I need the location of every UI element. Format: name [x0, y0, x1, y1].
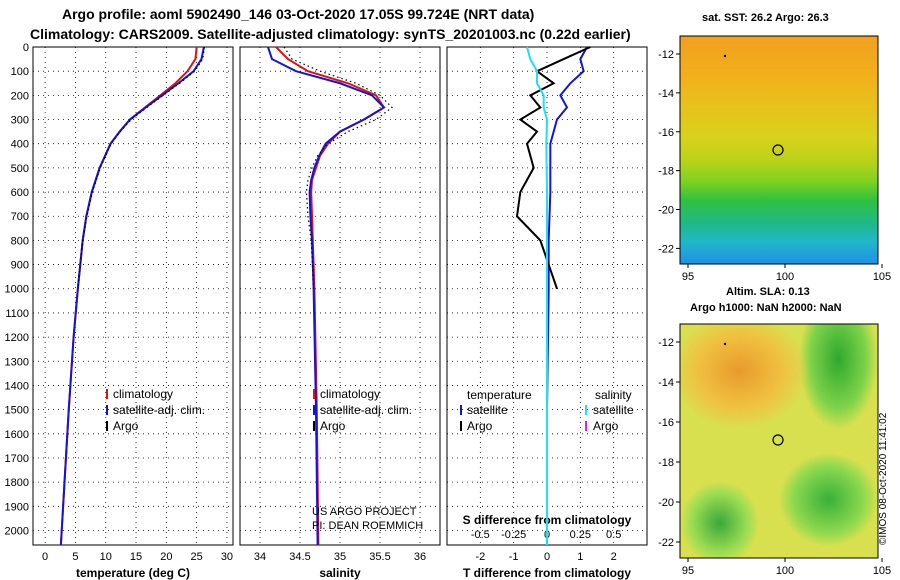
- map-frame: [679, 35, 879, 265]
- depth-tick-label: 1600: [5, 429, 29, 441]
- island-dot: [723, 342, 727, 346]
- lat-tick-label: -18: [658, 166, 674, 178]
- x-axis-label: T difference from climatology: [463, 566, 631, 580]
- x-tick-label: 15: [130, 551, 142, 563]
- x-tick-label: 36: [414, 551, 426, 563]
- s-tick-label: -0.25: [501, 529, 526, 541]
- legend-label: Argo: [467, 419, 493, 433]
- legend-label: Argo: [593, 419, 619, 433]
- legend-label: satellite-adj. clim.: [320, 403, 412, 417]
- depth-tick-label: 500: [11, 163, 29, 175]
- legend-label: climatology: [113, 387, 173, 401]
- title-line-2: Climatology: CARS2009. Satellite-adjuste…: [30, 26, 631, 42]
- legend-label: Argo: [113, 419, 139, 433]
- s-tick-label: 0.5: [606, 529, 621, 541]
- pi-annotation: US ARGO PROJECT: [312, 506, 417, 518]
- depth-tick-label: 400: [11, 139, 29, 151]
- x-tick-label: 0: [544, 551, 550, 563]
- x-tick-label: 34.5: [289, 551, 310, 563]
- height-map-title: Argo h1000: NaN h2000: NaN: [690, 302, 842, 314]
- depth-tick-label: 600: [11, 187, 29, 199]
- depth-tick-label: 2000: [5, 525, 29, 537]
- x-tick-label: 25: [191, 551, 203, 563]
- pi-annotation: PI: DEAN ROEMMICH: [312, 520, 423, 532]
- series-line-s-satellite: [526, 46, 549, 545]
- depth-tick-label: 200: [11, 90, 29, 102]
- legend-label: satellite-adj. clim.: [113, 403, 205, 417]
- x-tick-label: 35: [334, 551, 346, 563]
- x-tick-label: 2: [611, 551, 617, 563]
- series-line-satellite-adj-clim-: [267, 46, 386, 546]
- x-axis-label: temperature (deg C): [76, 566, 190, 580]
- lon-tick-label: 100: [776, 271, 794, 283]
- x-tick-label: -1: [509, 551, 519, 563]
- lat-tick-label: -12: [658, 337, 674, 349]
- depth-tick-label: 1000: [5, 284, 29, 296]
- depth-tick-label: 900: [11, 260, 29, 272]
- lat-tick-label: -14: [658, 377, 674, 389]
- lon-tick-label: 95: [682, 271, 694, 283]
- depth-tick-label: 1700: [5, 453, 29, 465]
- depth-tick-label: 800: [11, 235, 29, 247]
- float-position-marker: [772, 144, 784, 156]
- depth-tick-label: 1300: [5, 356, 29, 368]
- depth-tick-label: 1900: [5, 501, 29, 513]
- x-tick-label: 35.5: [369, 551, 390, 563]
- lon-tick-label: 105: [873, 565, 891, 577]
- lon-tick-label: 105: [873, 271, 891, 283]
- depth-tick-label: 1100: [5, 308, 29, 320]
- s-tick-label: 0.25: [570, 529, 591, 541]
- s-tick-label: -0.5: [471, 529, 490, 541]
- x-tick-label: 30: [221, 551, 233, 563]
- x-tick-label: 34: [254, 551, 266, 563]
- lat-tick-label: -16: [658, 127, 674, 139]
- legend-title-salinity: salinity: [595, 388, 632, 402]
- lat-tick-label: -20: [658, 497, 674, 509]
- series-line-t-satellite: [546, 46, 588, 545]
- island-dot: [723, 54, 727, 58]
- legend-label: satellite: [593, 403, 634, 417]
- depth-tick-label: 1200: [5, 332, 29, 344]
- lon-tick-label: 100: [776, 565, 794, 577]
- x-tick-label: 1: [577, 551, 583, 563]
- depth-tick-label: 700: [11, 211, 29, 223]
- series-line-t-argo: [515, 46, 591, 290]
- map-frame: [679, 323, 879, 559]
- depth-tick-label: 1400: [5, 380, 29, 392]
- legend-title-temperature: temperature: [467, 388, 532, 402]
- depth-tick-label: 100: [11, 66, 29, 78]
- title-line-1: Argo profile: aoml 5902490_146 03-Oct-20…: [62, 6, 535, 22]
- x-tick-label: 10: [100, 551, 112, 563]
- depth-tick-label: 300: [11, 115, 29, 127]
- lat-tick-label: -22: [658, 243, 674, 255]
- sla-map: [680, 324, 878, 558]
- sst-map: [680, 36, 878, 264]
- x-tick-label: 5: [72, 551, 78, 563]
- lat-tick-label: -16: [658, 417, 674, 429]
- lat-tick-label: -20: [658, 205, 674, 217]
- lat-tick-label: -18: [658, 457, 674, 469]
- x-tick-label: -2: [475, 551, 485, 563]
- series-line-satellite-adj-clim-: [59, 46, 205, 546]
- legend-label: satellite: [467, 403, 508, 417]
- depth-tick-label: 1500: [5, 405, 29, 417]
- depth-tick-label: 1800: [5, 477, 29, 489]
- sla-map-title: Altim. SLA: 0.13: [726, 286, 810, 298]
- lat-tick-label: -22: [658, 537, 674, 549]
- lat-tick-label: -14: [658, 88, 674, 100]
- x-axis-label: salinity: [319, 566, 361, 580]
- lon-tick-label: 95: [682, 565, 694, 577]
- sst-map-title: sat. SST: 26.2 Argo: 26.3: [702, 12, 829, 24]
- depth-tick-label: 0: [23, 42, 29, 54]
- series-line-argo: [283, 46, 393, 289]
- x-tick-label: 0: [42, 551, 48, 563]
- float-position-marker: [772, 434, 784, 446]
- legend-label: climatology: [320, 387, 380, 401]
- lat-tick-label: -12: [658, 49, 674, 61]
- legend-label: Argo: [320, 419, 346, 433]
- x-tick-label: 20: [160, 551, 172, 563]
